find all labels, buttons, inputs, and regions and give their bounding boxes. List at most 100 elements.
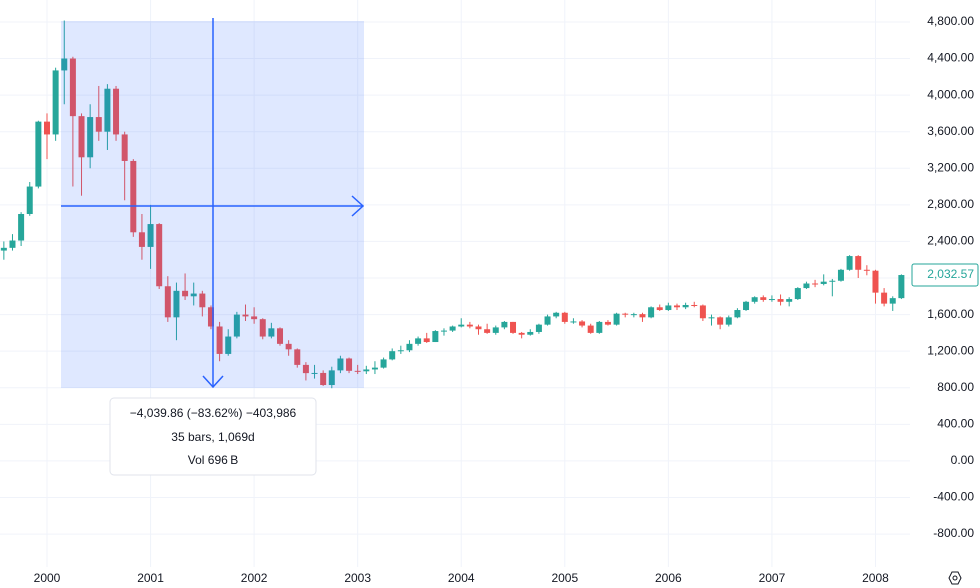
candle-body	[164, 286, 171, 318]
candle-body	[69, 58, 76, 117]
candle-body	[216, 326, 223, 354]
candle-body	[9, 240, 16, 248]
y-axis: 4,800.00 4,400.00 4,000.00 3,600.00 3,200.00…	[34, 14, 979, 585]
candle-body	[458, 324, 465, 327]
x-tick-label: 2008	[862, 571, 889, 585]
candle-body	[251, 316, 258, 320]
candle-body	[639, 314, 646, 318]
tooltip-line: 35 bars, 1,069d	[171, 430, 254, 444]
candle-body	[734, 310, 741, 318]
candle-body	[371, 367, 378, 370]
candle-body	[415, 338, 422, 344]
candle-body	[561, 312, 568, 322]
candle-body	[0, 247, 7, 251]
candle-body	[717, 317, 724, 325]
candle-body	[510, 321, 517, 333]
candle-body	[61, 58, 68, 71]
candle-body	[380, 359, 387, 368]
y-tick-label: 3,600.00	[927, 124, 974, 138]
x-tick-label: 2006	[655, 571, 682, 585]
candle-body	[630, 314, 637, 316]
y-tick-label: 4,800.00	[927, 14, 974, 28]
candle-body	[501, 321, 508, 328]
candle-body	[423, 338, 430, 343]
candle-body	[553, 312, 560, 317]
candle-body	[768, 299, 775, 301]
candle-body	[138, 232, 145, 247]
candle-body	[173, 290, 180, 318]
candle-body	[406, 343, 413, 351]
y-tick-label: 800.00	[937, 380, 974, 394]
candle-body	[311, 372, 318, 374]
candle-body	[725, 317, 732, 325]
y-tick-label: 4,000.00	[927, 87, 974, 101]
candle-body	[449, 326, 456, 331]
measure-arrow	[351, 195, 365, 217]
candle-body	[285, 343, 292, 350]
candle-body	[147, 224, 154, 247]
candle-body	[527, 331, 534, 335]
candle-body	[121, 134, 128, 161]
candle-body	[596, 321, 603, 333]
candle-body	[432, 331, 439, 343]
candle-body	[622, 313, 629, 315]
y-tick-label: 2,400.00	[927, 234, 974, 248]
settings-icon[interactable]	[948, 571, 962, 585]
candle-body	[259, 319, 266, 337]
candle-body	[708, 317, 715, 319]
candle-body	[898, 275, 905, 299]
candle-body	[673, 305, 680, 308]
candle-body	[78, 116, 85, 158]
candle-body	[207, 307, 214, 327]
candle-body	[294, 349, 301, 365]
candle-body	[104, 88, 111, 132]
y-tick-label: 0.00	[951, 453, 975, 467]
y-tick-label: -400.00	[933, 490, 974, 504]
y-tick-label: 1,600.00	[927, 307, 974, 321]
candle-body	[648, 307, 655, 318]
candle-body	[277, 328, 284, 344]
candle-body	[837, 269, 844, 281]
measure-arrow	[202, 375, 224, 389]
candle-body	[95, 117, 102, 132]
y-tick-label: 1,200.00	[927, 343, 974, 357]
measure-tooltip: −4,039.86 (−83.62%) −403,986 35 bars, 1,…	[109, 397, 317, 476]
candle-body	[156, 224, 163, 287]
candle-body	[570, 321, 577, 323]
tooltip-box	[109, 397, 317, 476]
price-label-box	[911, 263, 979, 287]
candle-body	[440, 330, 447, 332]
tooltip-line: Vol 696 B	[188, 453, 238, 467]
candle-body	[777, 299, 784, 302]
candle-body	[26, 186, 33, 214]
candle-body	[346, 358, 353, 371]
candle-body	[225, 336, 232, 354]
candle-body	[52, 70, 59, 135]
candle-body	[794, 288, 801, 300]
candle-body	[846, 256, 853, 270]
candle-body	[751, 297, 758, 302]
measure-tool	[61, 18, 365, 389]
candle-body	[760, 297, 767, 300]
candle-body	[87, 117, 94, 158]
candle-body	[872, 270, 879, 293]
candle-body	[475, 326, 482, 330]
candle-body	[855, 256, 862, 270]
x-tick-label: 2001	[137, 571, 164, 585]
candle-body	[320, 372, 327, 386]
candle-body	[397, 350, 404, 352]
candle-body	[656, 307, 663, 311]
x-tick-label: 2007	[759, 571, 786, 585]
candle-body	[389, 351, 396, 360]
candle-body	[484, 329, 491, 333]
tooltip-line: −4,039.86 (−83.62%) −403,986	[130, 406, 297, 420]
y-tick-label: -800.00	[933, 526, 974, 540]
candle-body	[587, 325, 594, 333]
candle-body	[354, 370, 361, 372]
candle-body	[579, 321, 586, 326]
price-label: 2,032.57	[927, 267, 974, 281]
y-tick-label: 4,400.00	[927, 51, 974, 65]
candle-body	[18, 213, 25, 241]
candle-body	[889, 298, 896, 304]
